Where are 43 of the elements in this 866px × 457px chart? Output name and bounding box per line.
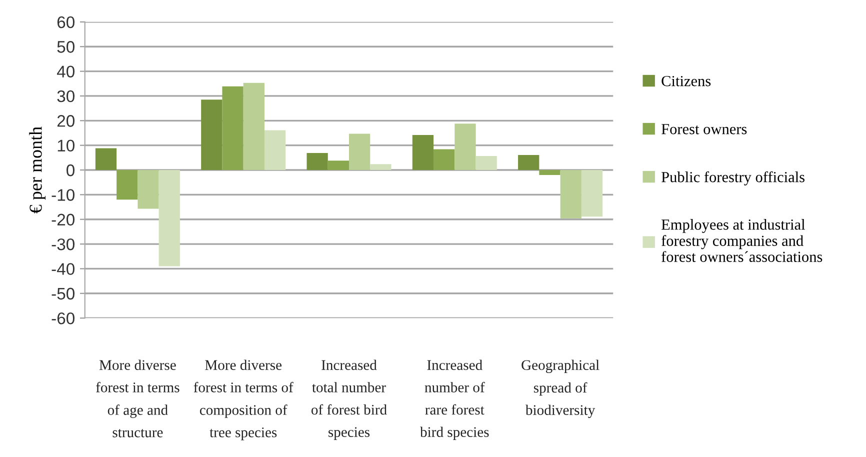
y-axis-title: € per month <box>29 126 46 214</box>
y-tick-label: -10 <box>52 189 74 201</box>
x-tick-label: Increased total number of forest bird species <box>311 360 387 440</box>
bar <box>349 134 370 170</box>
bar <box>222 86 244 170</box>
bar <box>138 170 159 209</box>
y-tick-label: -60 <box>52 312 74 324</box>
bar <box>201 100 222 170</box>
x-tick-label: Geographical spread of biodiversity <box>522 360 600 418</box>
x-tick-label: More diverse forest in terms of composition of tree species <box>194 360 294 440</box>
legend-label: Employees at industrial forestry companies and forest owners´associations <box>662 219 822 262</box>
y-tick-label: -50 <box>52 288 74 300</box>
bar <box>264 130 286 170</box>
bar <box>581 170 603 217</box>
legend-label: Forest owners <box>662 124 747 134</box>
bar <box>95 148 117 170</box>
y-tick-label: 10 <box>58 140 74 152</box>
y-tick-label: 40 <box>56 66 74 78</box>
bar <box>560 170 582 218</box>
bar <box>518 154 540 170</box>
bar <box>243 82 264 170</box>
bar <box>434 149 455 170</box>
bar <box>454 124 476 170</box>
y-tick-label: -40 <box>52 263 74 275</box>
x-tick-label: More diverse forest in terms of age and structure <box>96 360 180 438</box>
x-tick-label: Increased number of rare forest bird species <box>420 360 489 440</box>
bar <box>158 170 180 266</box>
y-tick-label: 20 <box>57 115 74 127</box>
y-tick-label: -20 <box>52 214 74 226</box>
bar <box>370 164 392 170</box>
bar <box>539 170 560 175</box>
y-tick-label: -30 <box>52 238 74 250</box>
legend-label: Public forestry officials <box>662 171 804 186</box>
legend-label: Citizens <box>662 76 711 86</box>
y-tick-label: 60 <box>57 16 74 28</box>
bar <box>306 152 328 170</box>
bar <box>116 170 138 200</box>
y-tick-label: 50 <box>57 41 74 53</box>
bar <box>412 134 434 170</box>
y-tick-label: 0 <box>66 164 74 176</box>
y-tick-label: 30 <box>57 90 74 102</box>
bar <box>328 160 349 170</box>
bar <box>476 156 497 170</box>
